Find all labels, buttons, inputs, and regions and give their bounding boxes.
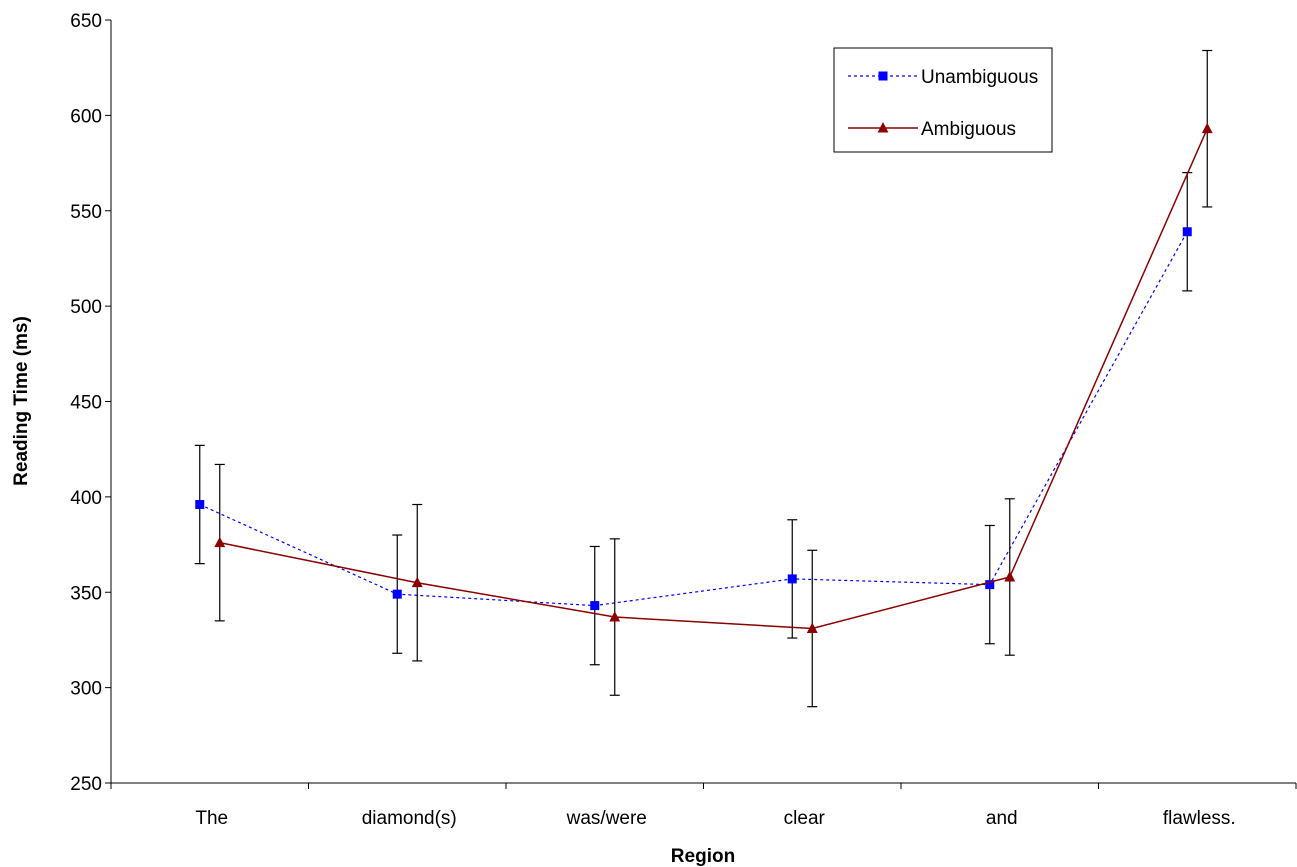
y-tick-label: 600 (70, 106, 102, 127)
legend: Unambiguous Ambiguous (833, 47, 1053, 153)
legend-marker (878, 71, 888, 81)
x-tick-label: was/were (566, 808, 647, 829)
y-tick-label: 350 (70, 583, 102, 604)
y-axis-title: Reading Time (ms) (11, 316, 32, 486)
x-tick-label: diamond(s) (362, 808, 457, 829)
y-tick-label: 250 (70, 774, 102, 795)
series-ambiguous (214, 49, 1213, 708)
data-point (1182, 227, 1192, 237)
y-tick-label: 400 (70, 488, 102, 509)
series-layer (194, 49, 1213, 708)
y-tick-label: 550 (70, 202, 102, 223)
data-point (392, 589, 402, 599)
legend-label: Unambiguous (921, 67, 1038, 88)
data-point (214, 536, 226, 548)
legend-label: Ambiguous (921, 119, 1016, 140)
x-axis-title: Region (671, 846, 735, 867)
data-point (195, 500, 205, 510)
y-ticks: 250 300 350 400 450 500 550 600 650 (70, 11, 111, 795)
legend-marker (877, 122, 889, 133)
y-tick-label: 300 (70, 679, 102, 700)
y-tick-label: 500 (70, 297, 102, 318)
x-tick-label: and (986, 808, 1018, 829)
legend-box (833, 47, 1053, 153)
axes (110, 20, 1296, 784)
data-point (806, 622, 818, 633)
x-tick-label: The (195, 808, 228, 829)
data-point (985, 580, 995, 590)
series-line (199, 231, 1188, 607)
y-tick-label: 450 (70, 393, 102, 414)
x-tick-label: clear (784, 808, 826, 829)
data-point (590, 601, 600, 611)
x-tick-label: flawless. (1163, 808, 1236, 829)
x-ticks: The diamond(s) was/were clear and flawless. (110, 783, 1297, 829)
data-point (787, 574, 797, 584)
y-tick-label: 650 (70, 11, 102, 32)
data-point (609, 611, 621, 622)
data-point (1004, 571, 1016, 582)
series-unambiguous (194, 172, 1193, 666)
data-point (1201, 122, 1213, 134)
series-line (219, 128, 1208, 630)
data-point (411, 576, 423, 588)
